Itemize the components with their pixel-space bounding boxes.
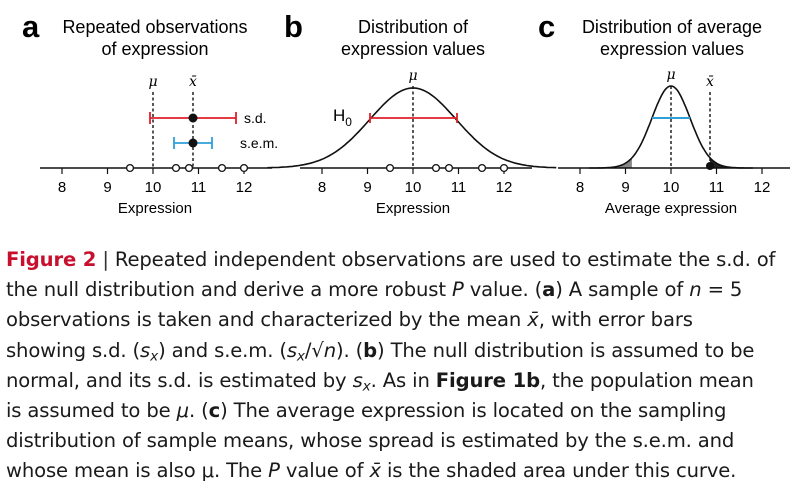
caption-line: is assumed to be μ. (c) The average expr…	[6, 398, 727, 422]
caption-line: observations is taken and characterized …	[6, 308, 693, 332]
panel-c-tick-label: 8	[576, 179, 584, 196]
panel-a-xlabel: Expression	[118, 200, 192, 217]
panel-b-title-line1: Distribution of	[358, 17, 469, 37]
panel-c-xbar-label: x̄	[706, 74, 714, 90]
caption-line: whose mean is also μ. The P value of x̄ …	[6, 459, 737, 483]
panel-a-sd-mean-dot	[188, 113, 198, 123]
panel-a: a Repeated observations of expression μ …	[22, 9, 278, 217]
panel-c-mu-label: μ	[666, 67, 675, 83]
panel-a-observation	[125, 163, 135, 173]
panel-a-sd-label: s.d.	[244, 110, 267, 126]
panel-c-tick-label: 9	[621, 179, 629, 196]
figure-panels: a Repeated observations of expression μ …	[22, 9, 790, 217]
panel-c-tick-label: 12	[754, 179, 771, 196]
panel-b-title-line2: expression values	[341, 39, 485, 59]
panel-a-observation	[184, 163, 194, 173]
panel-b-observation	[477, 163, 487, 173]
panel-a-sem-label: s.e.m.	[240, 135, 278, 151]
caption-line: showing s.d. (sx) and s.e.m. (sx/√n). (b…	[6, 338, 755, 364]
panel-c-title-line2: expression values	[600, 39, 744, 59]
panel-a-observation	[171, 163, 181, 173]
panel-b-observation	[385, 163, 395, 173]
panel-a-title-line1: Repeated observations	[62, 17, 247, 37]
panel-a-tick-label: 10	[145, 179, 162, 196]
figure-caption: Figure 2 | Repeated independent observat…	[6, 245, 802, 487]
panel-b-observation	[499, 163, 509, 173]
caption-figure-label: Figure 2	[6, 248, 97, 271]
panel-a-tick-label: 11	[191, 179, 207, 196]
panel-a-letter: a	[22, 9, 40, 44]
panel-a-tick-label: 9	[103, 179, 111, 196]
panel-b-h0-subscript: 0	[345, 115, 352, 129]
caption-line: Figure 2 | Repeated independent observat…	[6, 245, 802, 275]
caption-line: the null distribution and derive a more …	[6, 278, 743, 302]
caption-separator: |	[96, 248, 115, 271]
caption-text: Repeated independent observations are us…	[114, 248, 776, 271]
panel-c: c Distribution of average expression val…	[538, 9, 790, 217]
panel-b-xlabel: Expression	[376, 200, 450, 217]
panel-b-tick-label: 12	[496, 179, 513, 196]
panel-c-xlabel: Average expression	[605, 200, 737, 217]
panel-c-tick-label: 10	[663, 179, 680, 196]
panel-b-observation	[431, 163, 441, 173]
panel-c-xbar-dot	[706, 162, 714, 170]
panel-a-observation	[217, 163, 227, 173]
panel-c-letter: c	[538, 9, 555, 44]
panel-b-h0-label: H0	[333, 106, 352, 129]
panel-b-tick-label: 11	[451, 179, 467, 196]
panel-b-letter: b	[284, 9, 303, 44]
panel-b-mu-label: μ	[408, 68, 417, 84]
panel-b-tick-label: 10	[405, 179, 422, 196]
panel-a-observation	[239, 163, 249, 173]
panel-a-title-line2: of expression	[101, 39, 208, 59]
panel-b-tick-label: 9	[363, 179, 371, 196]
panel-a-tick-label: 12	[236, 179, 253, 196]
panel-a-xbar-label: x̄	[189, 74, 197, 90]
caption-line: distribution of sample means, whose spre…	[6, 429, 735, 453]
panel-a-tick-label: 8	[58, 179, 66, 196]
panel-c-title-line1: Distribution of average	[582, 17, 762, 37]
panel-b-tick-label: 8	[318, 179, 326, 196]
panel-c-tick-label: 11	[709, 179, 725, 196]
panel-b: b Distribution of expression values μ H0…	[267, 9, 557, 217]
panel-a-sem-mean-dot	[188, 138, 198, 148]
caption-line: normal, and its s.d. is estimated by sx.…	[6, 368, 754, 395]
panel-b-observation	[444, 163, 454, 173]
panel-b-normal-curve	[267, 87, 557, 169]
panel-a-mu-label: μ	[148, 74, 157, 90]
